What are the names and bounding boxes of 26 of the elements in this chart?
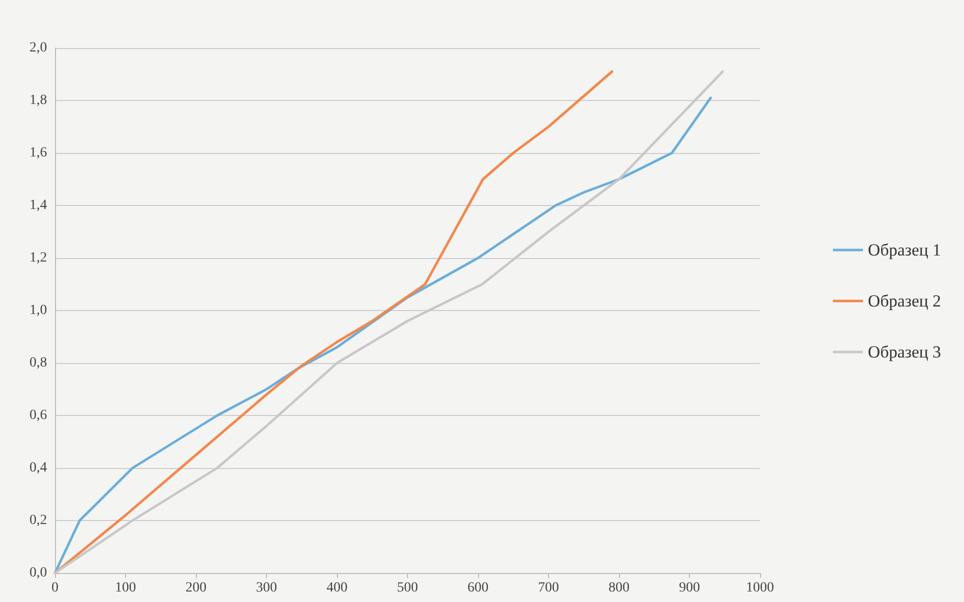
- y-tick-label: 2,0: [30, 40, 47, 56]
- x-tick-label: 400: [326, 580, 348, 596]
- y-tick-label: 0,6: [30, 408, 47, 423]
- x-tick-label: 600: [468, 580, 488, 596]
- y-tick-label: 0,2: [30, 513, 47, 528]
- y-tick-label: 1,8: [30, 93, 47, 108]
- x-tick-label: 700: [538, 580, 559, 596]
- x-tick-label: 900: [679, 580, 700, 596]
- y-tick-label: 1,0: [30, 303, 47, 318]
- y-tick-label: 0,0: [30, 566, 47, 580]
- x-tick-label: 1000: [746, 580, 774, 596]
- y-tick-label: 0,4: [30, 460, 47, 476]
- legend-label: Образец 2: [868, 292, 942, 310]
- line-series: [54, 70, 614, 574]
- x-tick-label: 0: [52, 580, 58, 596]
- x-tick-label: 500: [397, 580, 418, 596]
- legend-label: Образец 3: [868, 342, 942, 362]
- y-tick-label: 0,8: [30, 356, 47, 370]
- x-tick-label: 100: [115, 580, 136, 596]
- x-tick-label: 800: [608, 580, 630, 596]
- x-tick-label: 200: [186, 580, 206, 596]
- y-tick-label: 1,6: [30, 146, 47, 160]
- y-tick-label: 1,2: [30, 250, 47, 266]
- legend-label: Образец 1: [868, 240, 942, 260]
- y-tick-label: 1,4: [30, 198, 47, 213]
- x-tick-label: 300: [256, 580, 277, 596]
